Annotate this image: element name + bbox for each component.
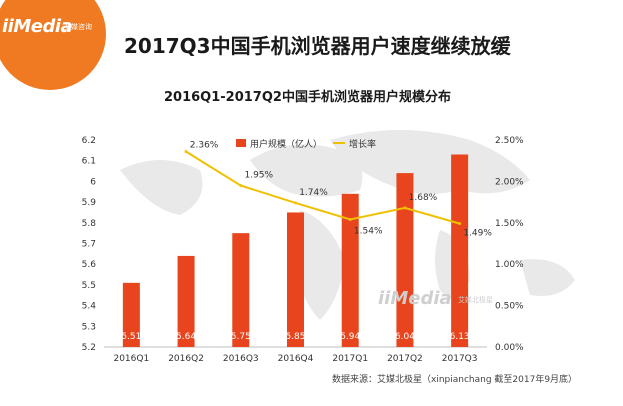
watermark-text: iiMedia bbox=[378, 288, 452, 309]
growth-rate-point bbox=[403, 206, 407, 210]
bar-value-label: 5.51 bbox=[121, 332, 141, 342]
y-tick-label: 5.6 bbox=[82, 260, 97, 270]
bar-value-label: 6.13 bbox=[450, 332, 470, 342]
bar bbox=[396, 173, 414, 347]
y-tick-label: 6 bbox=[90, 177, 96, 187]
y2-tick-label: 0.50% bbox=[495, 302, 524, 312]
growth-rate-label: 1.54% bbox=[354, 226, 383, 236]
y-tick-label: 5.7 bbox=[82, 240, 96, 250]
growth-rate-point bbox=[348, 217, 352, 221]
bar-value-label: 5.64 bbox=[176, 332, 196, 342]
legend-label-line: 增长率 bbox=[349, 138, 376, 150]
growth-rate-label: 2.36% bbox=[190, 141, 219, 151]
growth-rate-point bbox=[458, 222, 462, 226]
x-tick-label: 2017Q2 bbox=[387, 354, 423, 364]
growth-rate-label: 1.49% bbox=[463, 229, 492, 239]
logo-subtext: 艾媒咨询 bbox=[64, 23, 92, 31]
y2-tick-label: 1.00% bbox=[495, 260, 524, 270]
x-tick-label: 2016Q2 bbox=[168, 354, 204, 364]
bar bbox=[122, 282, 140, 347]
x-tick-label: 2017Q1 bbox=[332, 354, 368, 364]
bar bbox=[232, 233, 250, 347]
bar-value-label: 5.94 bbox=[340, 332, 360, 342]
watermark: iiMedia 艾媒北极星 bbox=[378, 288, 493, 309]
bar bbox=[177, 255, 195, 347]
logo-text: iiMedia bbox=[2, 16, 73, 37]
y-tick-label: 5.4 bbox=[82, 302, 97, 312]
data-source-note: 数据来源：艾媒北极星（xinpianchang 截至2017年9月底） bbox=[332, 375, 578, 385]
growth-rate-point bbox=[294, 201, 297, 205]
y-tick-label: 5.8 bbox=[82, 219, 97, 229]
bar bbox=[341, 193, 359, 347]
y2-tick-label: 1.50% bbox=[495, 219, 524, 229]
bar-value-label: 5.85 bbox=[285, 332, 305, 342]
watermark-subtext: 艾媒北极星 bbox=[458, 295, 493, 304]
y-tick-label: 5.9 bbox=[82, 198, 97, 208]
x-tick-label: 2016Q3 bbox=[223, 354, 259, 364]
y2-tick-label: 2.00% bbox=[495, 177, 524, 187]
bar-value-label: 6.04 bbox=[395, 332, 415, 342]
y2-tick-label: 0.00% bbox=[495, 343, 524, 353]
growth-rate-label: 1.95% bbox=[244, 171, 273, 181]
growth-rate-point bbox=[184, 150, 188, 154]
y-tick-label: 5.2 bbox=[82, 343, 96, 353]
y-tick-label: 6.2 bbox=[82, 136, 96, 146]
bar bbox=[451, 154, 469, 347]
x-tick-label: 2017Q3 bbox=[442, 354, 478, 364]
bar-value-label: 5.75 bbox=[231, 332, 251, 342]
page-title: 2017Q3中国手机浏览器用户速度继续放缓 bbox=[124, 34, 511, 58]
growth-rate-label: 1.68% bbox=[409, 193, 438, 203]
legend-swatch-bar bbox=[236, 139, 246, 147]
x-tick-label: 2016Q4 bbox=[278, 354, 314, 364]
bar bbox=[287, 212, 304, 347]
growth-rate-line bbox=[185, 150, 460, 225]
iimedia-logo: iiMedia 艾媒咨询 bbox=[0, 0, 106, 90]
x-tick-label: 2016Q1 bbox=[113, 354, 149, 364]
legend-label-bar: 用户规模（亿人） bbox=[250, 138, 322, 150]
chart-title: 2016Q1-2017Q2中国手机浏览器用户规模分布 bbox=[164, 90, 451, 105]
y2-tick-label: 2.50% bbox=[495, 136, 524, 146]
y-tick-label: 5.5 bbox=[82, 281, 96, 291]
y-tick-label: 5.3 bbox=[82, 322, 96, 332]
growth-rate-label: 1.74% bbox=[299, 188, 328, 198]
world-map-background bbox=[120, 130, 575, 320]
y-tick-label: 6.1 bbox=[82, 157, 96, 167]
growth-rate-point bbox=[239, 184, 243, 188]
